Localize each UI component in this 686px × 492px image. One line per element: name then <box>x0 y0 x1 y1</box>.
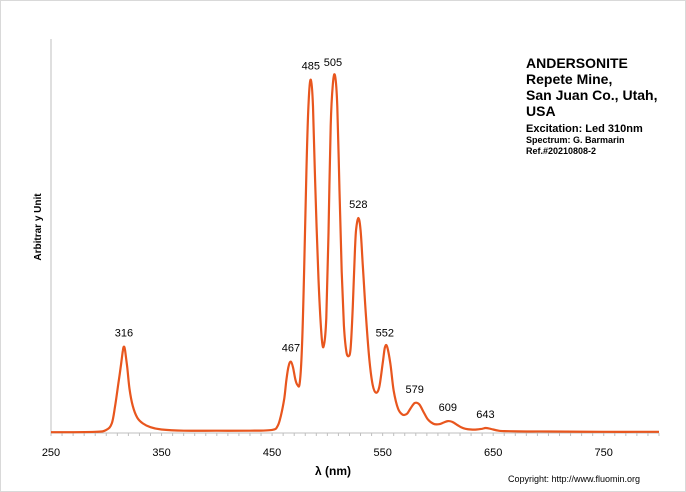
peak-label: 579 <box>406 384 424 396</box>
peak-label: 552 <box>376 328 394 340</box>
excitation-text: Excitation: Led 310nm <box>526 123 643 135</box>
mineral-name: ANDERSONITE <box>526 55 628 71</box>
x-axis-title: λ (nm) <box>315 464 351 478</box>
series-line <box>50 73 660 434</box>
spectrum-author: Spectrum: G. Barmarin <box>526 135 625 145</box>
locality-line-2: San Juan Co., Utah, <box>526 87 658 103</box>
x-ticks: 250 350 450 550 650 750 <box>42 433 660 459</box>
x-tick-label: 750 <box>595 447 613 459</box>
locality-line-1: Repete Mine, <box>526 71 613 87</box>
peak-label: 643 <box>476 409 494 421</box>
y-axis-title: Arbitrar y Unit <box>33 193 44 261</box>
peak-label: 316 <box>115 328 133 340</box>
axes <box>50 39 659 434</box>
copyright-text: Copyright: http://www.fluomin.org <box>508 474 641 484</box>
x-tick-label: 650 <box>484 447 502 459</box>
sample-info: ANDERSONITE Repete Mine, San Juan Co., U… <box>526 55 657 157</box>
locality-line-3: USA <box>526 103 556 119</box>
x-tick-label: 250 <box>42 447 60 459</box>
peak-labels: 316 467 485 505 528 552 579 609 643 <box>115 57 495 421</box>
series-group <box>50 73 660 434</box>
x-tick-label: 550 <box>373 447 391 459</box>
peak-label: 467 <box>282 343 300 355</box>
peak-label: 609 <box>439 402 457 414</box>
peak-label: 505 <box>324 57 342 69</box>
peak-label: 528 <box>349 199 367 211</box>
x-tick-label: 450 <box>263 447 281 459</box>
reference-number: Ref.#20210808-2 <box>526 146 597 156</box>
peak-label: 485 <box>302 61 320 73</box>
x-tick-label: 350 <box>152 447 170 459</box>
